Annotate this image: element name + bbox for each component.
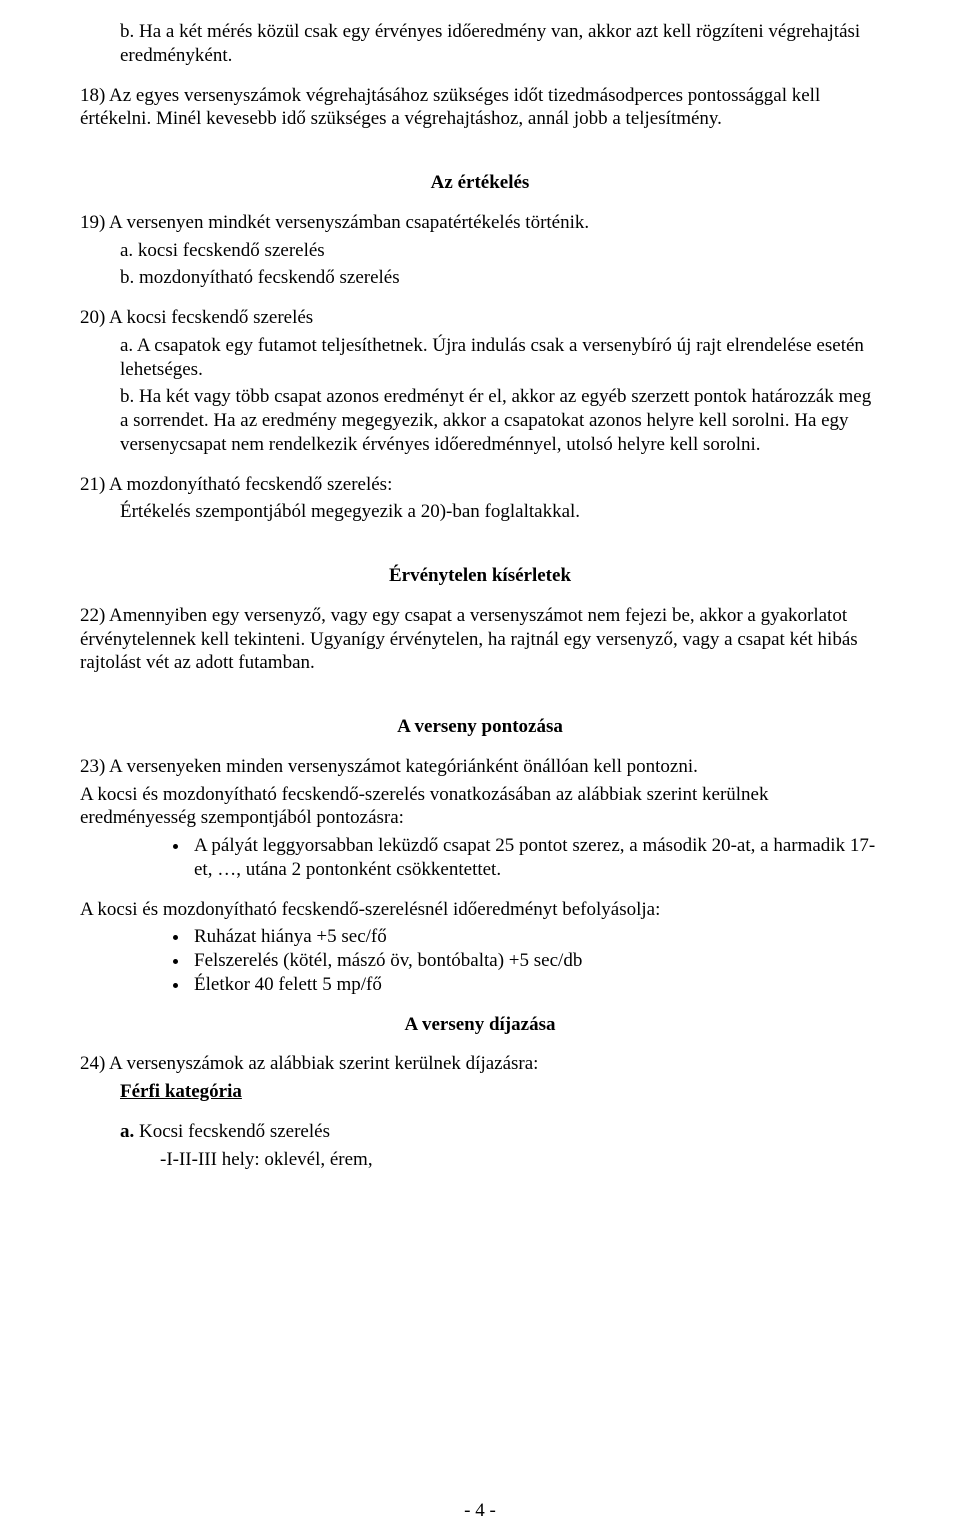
paragraph-24a-text: Kocsi fecskendő szerelés: [139, 1121, 330, 1142]
page-number: - 4 -: [0, 1500, 960, 1522]
document-page: b. Ha a két mérés közül csak egy érvénye…: [0, 0, 960, 1534]
paragraph-22: 22) Amennyiben egy versenyző, vagy egy c…: [80, 604, 880, 675]
factor-bullet-3: Életkor 40 felett 5 mp/fő: [190, 973, 880, 997]
paragraph-19a: a. kocsi fecskendő szerelés: [80, 239, 880, 263]
scoring-bullets: A pályát leggyorsabban leküzdő csapat 25…: [80, 834, 880, 882]
paragraph-21: 21) A mozdonyítható fecskendő szerelés:: [80, 473, 880, 497]
factor-bullet-1: Ruházat hiánya +5 sec/fő: [190, 925, 880, 949]
heading-scoring: A verseny pontozása: [80, 715, 880, 739]
paragraph-24: 24) A versenyszámok az alábbiak szerint …: [80, 1052, 880, 1076]
paragraph-24-category: Férfi kategória: [80, 1080, 880, 1104]
paragraph-23-line2: A kocsi és mozdonyítható fecskendő-szere…: [80, 783, 880, 831]
paragraph-21-body: Értékelés szempontjából megegyezik a 20)…: [80, 500, 880, 524]
factor-bullets: Ruházat hiánya +5 sec/fő Felszerelés (kö…: [80, 925, 880, 996]
paragraph-19: 19) A versenyen mindkét versenyszámban c…: [80, 211, 880, 235]
heading-evaluation: Az értékelés: [80, 171, 880, 195]
scoring-bullet-1: A pályát leggyorsabban leküzdő csapat 25…: [190, 834, 880, 882]
paragraph-18: 18) Az egyes versenyszámok végrehajtásáh…: [80, 84, 880, 132]
paragraph-19b: b. mozdonyítható fecskendő szerelés: [80, 266, 880, 290]
paragraph-24a-label: a.: [120, 1121, 134, 1142]
factor-bullet-2: Felszerelés (kötél, mászó öv, bontóbalta…: [190, 949, 880, 973]
heading-invalid-attempts: Érvénytelen kísérletek: [80, 564, 880, 588]
heading-awards: A verseny díjazása: [80, 1013, 880, 1037]
paragraph-23-factors-intro: A kocsi és mozdonyítható fecskendő-szere…: [80, 898, 880, 922]
paragraph-24a-sub: -I-II-III hely: oklevél, érem,: [80, 1148, 880, 1172]
paragraph-20a: a. A csapatok egy futamot teljesíthetnek…: [80, 334, 880, 382]
paragraph-23-line1: 23) A versenyeken minden versenyszámot k…: [80, 755, 880, 779]
paragraph-24a: a. Kocsi fecskendő szerelés: [80, 1120, 880, 1144]
paragraph-b: b. Ha a két mérés közül csak egy érvénye…: [80, 20, 880, 68]
paragraph-20: 20) A kocsi fecskendő szerelés: [80, 306, 880, 330]
paragraph-20b: b. Ha két vagy több csapat azonos eredmé…: [80, 385, 880, 456]
